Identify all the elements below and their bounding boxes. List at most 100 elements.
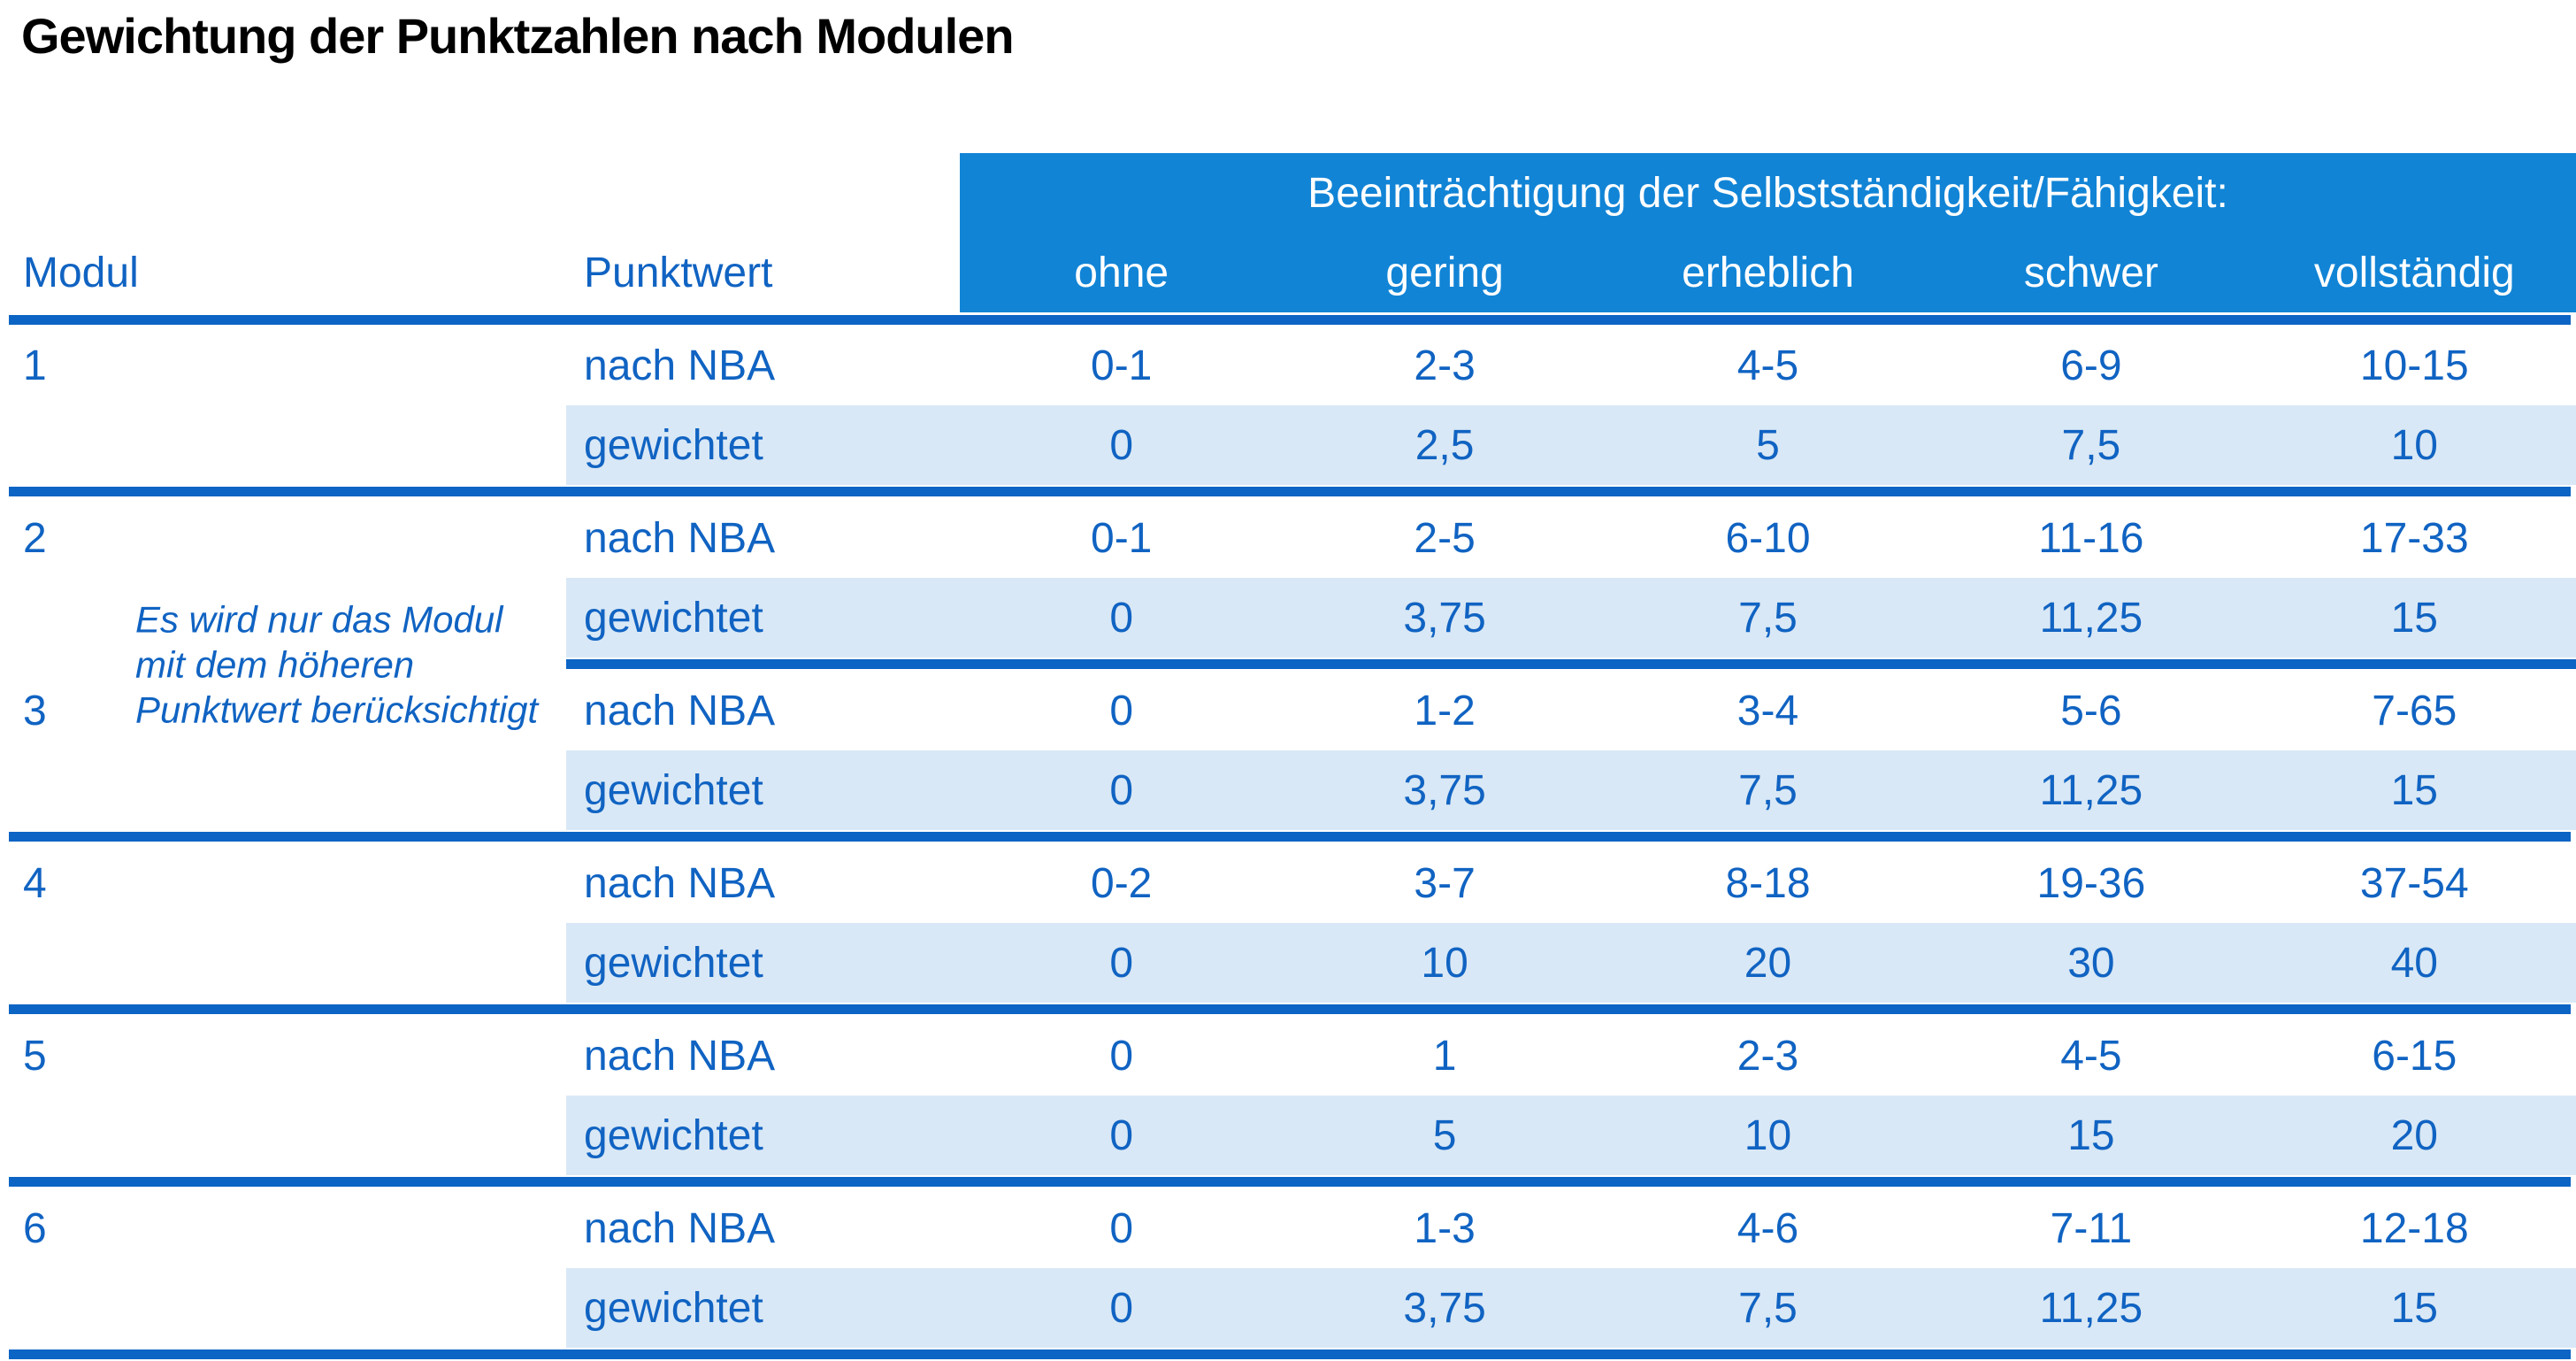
- module-number-spacer: [0, 750, 566, 830]
- value-cell: 1-3: [1414, 1204, 1476, 1252]
- module-separator: [0, 1003, 2576, 1016]
- value-cell: 3,75: [1283, 1268, 1606, 1348]
- module-separator: [0, 485, 2576, 498]
- module-1-nba-row: 1 nach NBA 0-1 2-3 4-5 6-9 10-15: [0, 326, 2576, 405]
- module-number: 3: [23, 687, 47, 734]
- rule-line: [9, 315, 2571, 325]
- row-label-weighted: gewichtet: [566, 1096, 960, 1175]
- value-cell: 37-54: [2359, 859, 2469, 907]
- column-header-gering: gering: [1385, 249, 1504, 296]
- column-header-ohne: ohne: [1074, 249, 1169, 296]
- value-cell: 20: [1606, 923, 1930, 1003]
- module-number-spacer: [0, 1096, 566, 1175]
- module-2-3-rows: 2 nach NBA 0-1 2-5 6-10 11-16 17-33 gewi…: [0, 498, 2576, 830]
- value-cell: 8-18: [1725, 859, 1811, 907]
- value-cell: 7,5: [1606, 1268, 1930, 1348]
- module-4-rows: 4 nach NBA 0-2 3-7 8-18 19-36 37-54 gewi…: [0, 843, 2576, 1003]
- rule-line: [566, 659, 2576, 669]
- value-cell: 4-5: [1736, 342, 1799, 389]
- group-header-label: Beeinträchtigung der Selbstständigkeit/F…: [1307, 169, 2228, 217]
- value-cell: 11,25: [1929, 1268, 2253, 1348]
- value-cell: 11,25: [1929, 578, 2253, 657]
- row-label-nba: nach NBA: [584, 1032, 776, 1080]
- value-cell: 7,5: [1929, 405, 2253, 485]
- module-3-weighted-row: gewichtet 0 3,75 7,5 11,25 15: [0, 750, 2576, 830]
- value-cell: 0: [960, 923, 1284, 1003]
- table-bottom-rule: [0, 1348, 2576, 1361]
- value-cell: 7,5: [1606, 750, 1930, 830]
- value-cell: 11,25: [1929, 750, 2253, 830]
- value-cell: 6-15: [2372, 1032, 2457, 1080]
- value-cell: 1: [1432, 1032, 1457, 1080]
- value-cell: 4-5: [2060, 1032, 2122, 1080]
- value-cell: 5: [1283, 1096, 1606, 1175]
- value-cell: 0: [960, 405, 1284, 485]
- value-cell: 15: [1929, 1096, 2253, 1175]
- module-6-rows: 6 nach NBA 0 1-3 4-6 7-11 12-18 gewichte…: [0, 1188, 2576, 1348]
- value-cell: 10: [1606, 1096, 1930, 1175]
- module-number: 4: [23, 859, 47, 907]
- module-4-nba-row: 4 nach NBA 0-2 3-7 8-18 19-36 37-54: [0, 843, 2576, 923]
- value-cell: 10: [2252, 405, 2576, 485]
- value-cell: 2-5: [1414, 514, 1476, 562]
- module-number-spacer: [0, 923, 566, 1003]
- rule-line: [9, 487, 2571, 496]
- row-label-weighted: gewichtet: [566, 1268, 960, 1348]
- module-2-nba-row: 2 nach NBA 0-1 2-5 6-10 11-16 17-33: [0, 498, 2576, 578]
- note-line: Es wird nur das Modul: [135, 598, 503, 640]
- rule-line: [9, 1004, 2571, 1014]
- value-cell: 0: [960, 1096, 1284, 1175]
- note-line: mit dem höheren: [135, 643, 415, 685]
- value-cell: 2-3: [1414, 342, 1476, 389]
- value-cell: 0: [1109, 1032, 1134, 1080]
- module-4-weighted-row: gewichtet 0 10 20 30 40: [0, 923, 2576, 1003]
- value-cell: 3,75: [1283, 750, 1606, 830]
- module-3-nba-row: 3 nach NBA 0 1-2 3-4 5-6 7-65: [0, 671, 2576, 750]
- module-number-spacer: [0, 405, 566, 485]
- value-cell: 0: [960, 750, 1284, 830]
- module-2-3-partial-separator: [0, 657, 2576, 671]
- row-label-nba: nach NBA: [584, 687, 776, 734]
- module-2-weighted-row: gewichtet 0 3,75 7,5 11,25 15: [0, 578, 2576, 657]
- row-label-weighted: gewichtet: [566, 923, 960, 1003]
- row-label-weighted: gewichtet: [566, 405, 960, 485]
- value-cell: 3-7: [1414, 859, 1476, 907]
- page-title: Gewichtung der Punktzahlen nach Modulen: [21, 8, 1015, 64]
- value-cell: 6-9: [2060, 342, 2122, 389]
- row-label-nba: nach NBA: [584, 342, 776, 389]
- value-cell: 0: [960, 1268, 1284, 1348]
- row-label-nba: nach NBA: [584, 859, 776, 907]
- value-cell: 0-1: [1091, 514, 1153, 562]
- value-cell: 5: [1606, 405, 1930, 485]
- value-cell: 10: [1283, 923, 1606, 1003]
- module-1-rows: 1 nach NBA 0-1 2-3 4-5 6-9 10-15 gewicht…: [0, 326, 2576, 485]
- module-separator: [0, 830, 2576, 843]
- value-cell: 15: [2252, 578, 2576, 657]
- module-6-weighted-row: gewichtet 0 3,75 7,5 11,25 15: [0, 1268, 2576, 1348]
- value-cell: 7,5: [1606, 578, 1930, 657]
- value-cell: 20: [2252, 1096, 2576, 1175]
- module-6-nba-row: 6 nach NBA 0 1-3 4-6 7-11 12-18: [0, 1188, 2576, 1268]
- table-header: Beeinträchtigung der Selbstständigkeit/F…: [0, 153, 2576, 312]
- module-2-3-note: Es wird nur das Modul mit dem höheren Pu…: [135, 596, 538, 732]
- column-header-punktwert: Punktwert: [584, 249, 773, 296]
- column-header-modul: Modul: [23, 249, 139, 296]
- column-header-erheblich: erheblich: [1682, 249, 1854, 296]
- row-label-weighted: gewichtet: [566, 578, 960, 657]
- value-cell: 1-2: [1414, 687, 1476, 734]
- rule-line: [9, 832, 2571, 842]
- row-label-nba: nach NBA: [584, 514, 776, 562]
- value-cell: 30: [1929, 923, 2253, 1003]
- value-cell: 12-18: [2359, 1204, 2469, 1252]
- module-1-weighted-row: gewichtet 0 2,5 5 7,5 10: [0, 405, 2576, 485]
- module-number-spacer: [0, 1268, 566, 1348]
- value-cell: 19-36: [2036, 859, 2146, 907]
- value-cell: 0: [1109, 687, 1134, 734]
- weighting-table: Beeinträchtigung der Selbstständigkeit/F…: [0, 153, 2576, 1361]
- value-cell: 3,75: [1283, 578, 1606, 657]
- value-cell: 7-65: [2372, 687, 2457, 734]
- module-5-weighted-row: gewichtet 0 5 10 15 20: [0, 1096, 2576, 1175]
- value-cell: 5-6: [2060, 687, 2122, 734]
- value-cell: 2-3: [1736, 1032, 1799, 1080]
- value-cell: 15: [2252, 750, 2576, 830]
